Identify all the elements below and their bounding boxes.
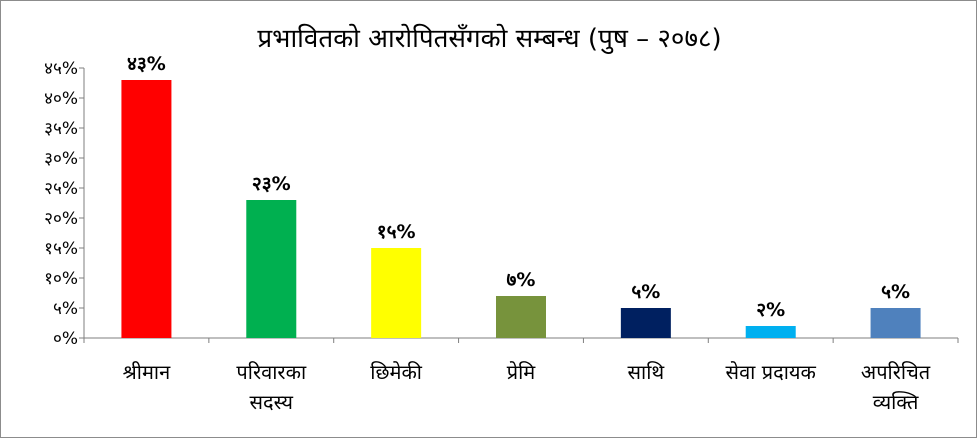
category-label: साथि [628, 360, 666, 384]
chart-title: प्रभावितको आरोपितसँगको सम्बन्ध (पुष – २०… [257, 24, 722, 54]
bar [246, 200, 297, 338]
category-label: परिवारका [236, 360, 307, 384]
y-tick-label: ३५% [44, 119, 78, 139]
category-label: अपरिचित [861, 360, 931, 384]
bar [496, 296, 546, 338]
y-tick-label: २०% [44, 209, 78, 229]
category-label: व्यक्ति [873, 390, 919, 414]
data-label: २% [756, 299, 785, 321]
category-label: छिमेकी [370, 360, 423, 384]
y-tick-label: १५% [44, 239, 78, 259]
data-label: ५% [881, 281, 910, 303]
bar [870, 308, 921, 338]
bar [745, 326, 796, 338]
category-label: सदस्य [250, 390, 294, 414]
bar [371, 248, 422, 338]
y-tick-label: ०% [53, 329, 78, 349]
category-label: श्रीमान [123, 360, 171, 384]
data-label: ४३% [127, 53, 166, 75]
data-label: ७% [507, 269, 536, 291]
y-tick-label: ३०% [44, 149, 78, 169]
y-tick-label: ४५% [44, 59, 78, 79]
category-label: प्रेमि [507, 360, 537, 384]
y-tick-label: ४०% [44, 89, 78, 109]
category-label: सेवा प्रदायक [726, 360, 817, 384]
y-tick-label: १०% [44, 269, 78, 289]
data-label: १५% [377, 221, 416, 243]
bar [620, 308, 671, 338]
data-label: २३% [252, 173, 291, 195]
data-label: ५% [631, 281, 660, 303]
bar [121, 80, 172, 338]
y-tick-label: ५% [53, 299, 78, 319]
y-tick-label: २५% [44, 179, 78, 199]
